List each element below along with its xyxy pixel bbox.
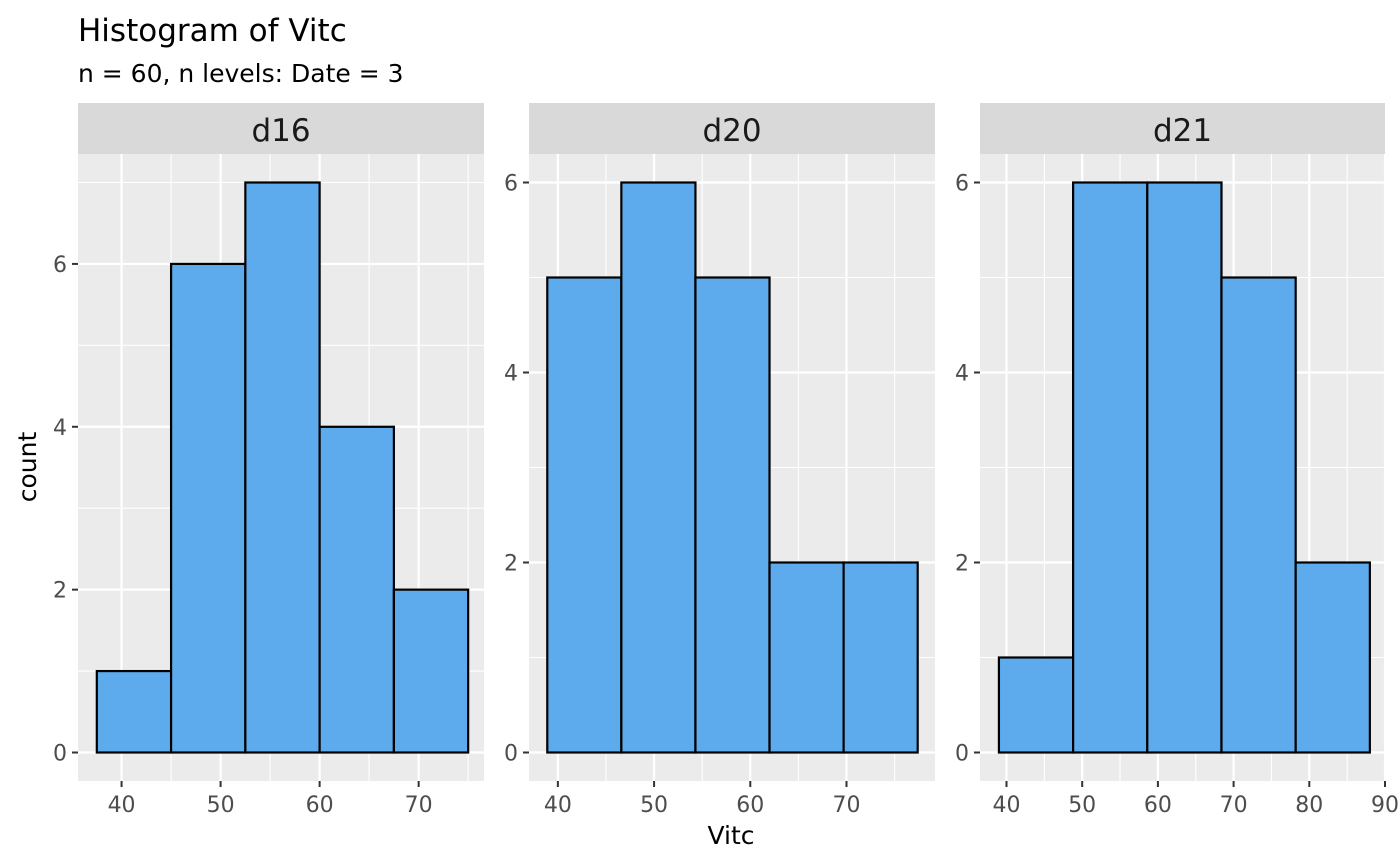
y-tick-label: 2: [504, 552, 518, 577]
facet-panel-d21: d21 0 2 4 6 40 50 60 70 80 90: [955, 103, 1399, 818]
facet-strip: [980, 103, 1385, 154]
facet-panel-d16: d16 0 2 4 6 40 50 60 70: [53, 103, 484, 818]
y-tick-label: 6: [53, 253, 67, 278]
x-tick-label: 70: [832, 793, 860, 818]
x-axis-title: Vitc: [707, 821, 754, 850]
x-tick-label: 70: [405, 793, 433, 818]
y-tick-label: 4: [955, 362, 969, 387]
histogram-bar: [1220, 276, 1297, 754]
x-tick-label: 40: [108, 793, 136, 818]
x-tick-label: 40: [544, 793, 572, 818]
histogram-bar: [546, 276, 623, 754]
y-tick-label: 0: [53, 742, 67, 767]
histogram-bar: [694, 276, 771, 754]
facet-strip-label: d21: [1153, 113, 1212, 149]
y-tick-label: 2: [955, 552, 969, 577]
x-tick-label: 60: [736, 793, 764, 818]
facet-strip: [78, 103, 484, 154]
histogram-bar: [318, 425, 395, 754]
x-tick-label: 60: [306, 793, 334, 818]
chart-subtitle: n = 60, n levels: Date = 3: [78, 59, 404, 88]
x-tick-label: 50: [1068, 793, 1096, 818]
x-tick-label: 40: [992, 793, 1020, 818]
x-tick-label: 80: [1295, 793, 1323, 818]
y-tick-label: 2: [53, 579, 67, 604]
facet-strip: [529, 103, 935, 154]
y-tick-label: 6: [955, 172, 969, 197]
x-tick-label: 90: [1371, 793, 1399, 818]
y-tick-label: 6: [504, 172, 518, 197]
chart-title: Histogram of Vitc: [78, 13, 347, 49]
y-axis-title: count: [13, 432, 42, 503]
facet-panels: d16 0 2 4 6 40 50 60 70 d20 0 2 4 6 40 50 60 70 d21 0 2 4 6 40 5…: [53, 103, 1399, 818]
x-tick-label: 50: [207, 793, 235, 818]
y-tick-label: 0: [955, 742, 969, 767]
histogram-bar: [842, 561, 919, 754]
histogram-bar: [620, 181, 697, 754]
x-tick-label: 70: [1220, 793, 1248, 818]
facet-strip-label: d20: [702, 113, 761, 149]
histogram-bar: [1072, 181, 1149, 754]
histogram-bar: [169, 262, 247, 754]
histogram-bar: [1294, 561, 1371, 754]
y-tick-label: 4: [504, 362, 518, 387]
histogram-bar: [244, 181, 321, 754]
facet-panel-d20: d20 0 2 4 6 40 50 60 70: [504, 103, 935, 818]
histogram-bar: [392, 588, 470, 754]
histogram-bar: [95, 669, 173, 754]
x-tick-label: 50: [640, 793, 668, 818]
histogram-bar: [768, 561, 845, 754]
histogram-bar: [1146, 181, 1223, 754]
y-tick-label: 0: [504, 742, 518, 767]
y-tick-label: 4: [53, 416, 67, 441]
facet-strip-label: d16: [251, 113, 310, 149]
histogram-bar: [997, 656, 1075, 754]
x-tick-label: 60: [1144, 793, 1172, 818]
